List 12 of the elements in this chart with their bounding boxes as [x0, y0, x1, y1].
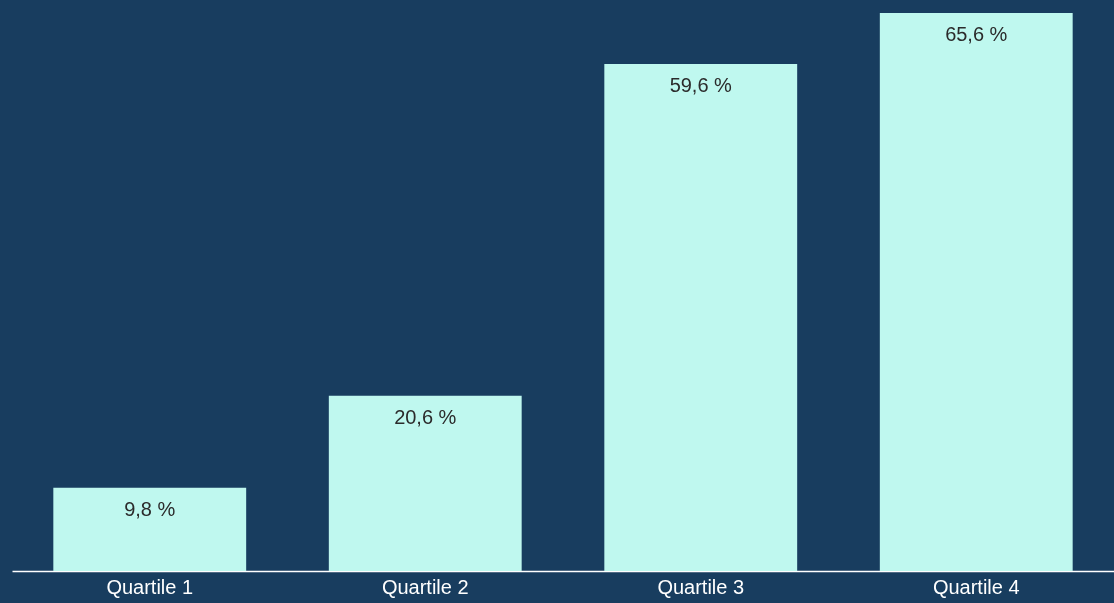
data-label: 59,6 % — [669, 74, 733, 97]
data-label: 9,8 % — [124, 497, 176, 520]
data-label: 65,6 % — [945, 23, 1008, 45]
data-label: 20,6 % — [394, 405, 457, 428]
x-tick-label: Quartile 4 — [932, 575, 1020, 598]
x-tick-label: Quartile 1 — [106, 575, 194, 598]
x-tick-label: Quartile 2 — [381, 575, 469, 598]
x-tick-label: Quartile 3 — [657, 575, 745, 598]
bar — [879, 13, 1073, 571]
bar — [53, 487, 247, 571]
bar — [328, 395, 522, 571]
bar — [604, 64, 798, 571]
